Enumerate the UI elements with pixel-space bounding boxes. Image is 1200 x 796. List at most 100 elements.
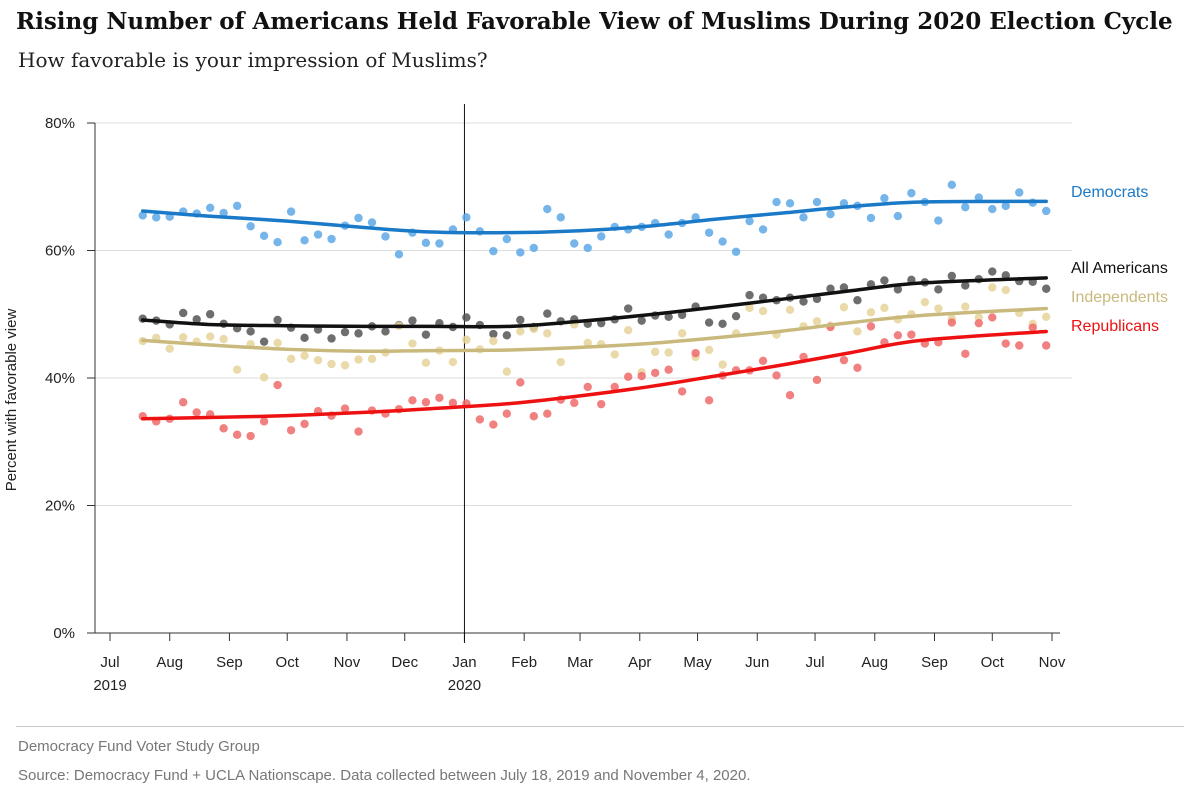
data-point-democrats [570, 239, 579, 248]
grid-lines [95, 122, 1072, 506]
data-point-all-americans [340, 327, 350, 337]
data-point-all-americans [192, 315, 201, 324]
data-point-independents [354, 355, 363, 364]
data-point-all-americans [327, 334, 336, 343]
data-point-independents [219, 334, 228, 344]
data-point-democrats [313, 230, 323, 239]
data-point-republicans [853, 363, 862, 372]
data-point-democrats [529, 243, 539, 253]
data-point-independents [259, 373, 269, 382]
data-point-all-americans [179, 308, 188, 318]
data-point-independents [273, 338, 282, 348]
data-point-republicans [583, 382, 592, 392]
data-point-all-americans [947, 271, 957, 281]
data-point-democrats [381, 232, 390, 241]
y-tick-label: 40% [45, 370, 75, 387]
data-point-independents [300, 351, 309, 360]
data-point-democrats [799, 213, 808, 222]
data-point-all-americans [205, 310, 215, 319]
y-tick-label: 60% [45, 243, 75, 260]
data-point-independents [327, 359, 336, 369]
data-point-democrats [367, 218, 377, 227]
data-point-democrats [880, 194, 889, 203]
data-point-republicans [637, 371, 646, 381]
data-point-independents [880, 303, 889, 313]
data-point-republicans [232, 430, 242, 439]
data-point-democrats [435, 239, 444, 248]
data-point-democrats [273, 238, 282, 247]
data-point-independents [556, 357, 565, 367]
footer-source: Source: Democracy Fund + UCLA Nationscap… [18, 767, 751, 784]
x-tick-label: Jan [452, 654, 476, 671]
data-point-all-americans [623, 304, 633, 313]
data-point-democrats [907, 188, 916, 198]
data-point-democrats [259, 231, 269, 241]
x-tick-label: Sep [216, 654, 243, 671]
data-point-all-americans [853, 296, 862, 305]
data-point-all-americans [718, 319, 727, 329]
data-point-independents [812, 317, 822, 326]
data-point-republicans [1001, 339, 1010, 348]
data-point-democrats [1042, 206, 1051, 216]
trend-line-all-americans [140, 276, 1048, 329]
y-tick-label: 0% [53, 625, 75, 642]
data-point-independents [205, 332, 215, 341]
data-point-independents [232, 365, 242, 374]
data-point-democrats [516, 248, 525, 257]
data-point-independents [462, 335, 471, 344]
data-point-republicans [893, 331, 903, 340]
data-point-all-americans [799, 297, 808, 306]
data-point-democrats [462, 213, 471, 222]
data-point-republicans [947, 318, 957, 327]
x-tick-year-label: 2020 [448, 677, 481, 694]
data-point-independents [313, 355, 323, 365]
chart-subtitle: How favorable is your impression of Musl… [18, 48, 488, 72]
data-point-democrats [489, 246, 498, 256]
data-point-democrats [556, 213, 565, 222]
data-point-republicans [704, 396, 714, 405]
data-point-all-americans [637, 316, 646, 325]
data-point-all-americans [731, 311, 741, 321]
data-point-all-americans [543, 309, 552, 318]
data-point-independents [1042, 312, 1051, 321]
data-point-republicans [1028, 323, 1037, 332]
axes: 0% 20% 40% 60% 80% Percent with favorable vie… [3, 104, 1066, 694]
data-point-republicans [866, 322, 876, 331]
data-point-republicans [543, 409, 552, 418]
data-point-independents [489, 336, 498, 346]
data-point-all-americans [516, 315, 525, 325]
data-point-democrats [988, 204, 997, 214]
data-point-all-americans [421, 330, 431, 339]
data-point-republicans [812, 375, 822, 385]
x-tick-label: Jul [805, 654, 824, 671]
data-point-independents [853, 327, 862, 336]
data-point-independents [583, 338, 592, 348]
data-point-democrats [718, 237, 727, 246]
data-point-republicans [988, 313, 997, 322]
data-point-republicans [286, 426, 296, 435]
data-point-all-americans [826, 284, 835, 293]
data-point-democrats [961, 202, 970, 212]
data-point-independents [623, 325, 633, 335]
data-point-democrats [758, 225, 768, 234]
data-point-democrats [1001, 201, 1010, 211]
data-point-republicans [758, 356, 768, 365]
series-label-independents: Independents [1071, 289, 1168, 306]
data-point-republicans [839, 355, 849, 365]
data-point-independents [286, 354, 296, 364]
data-point-all-americans [1001, 271, 1010, 280]
series-label-democrats: Democrats [1071, 184, 1148, 201]
data-point-independents [934, 304, 943, 313]
data-point-independents [408, 339, 417, 348]
data-point-republicans [354, 427, 363, 436]
data-point-republicans [246, 431, 255, 441]
data-point-all-americans [300, 333, 309, 343]
data-point-all-americans [259, 337, 269, 346]
data-point-independents [448, 357, 458, 367]
data-point-all-americans [934, 285, 943, 294]
data-point-democrats [152, 213, 161, 222]
data-point-democrats [300, 236, 309, 245]
data-point-republicans [570, 398, 579, 408]
data-point-republicans [785, 391, 795, 400]
x-tick-label: Aug [861, 654, 888, 671]
